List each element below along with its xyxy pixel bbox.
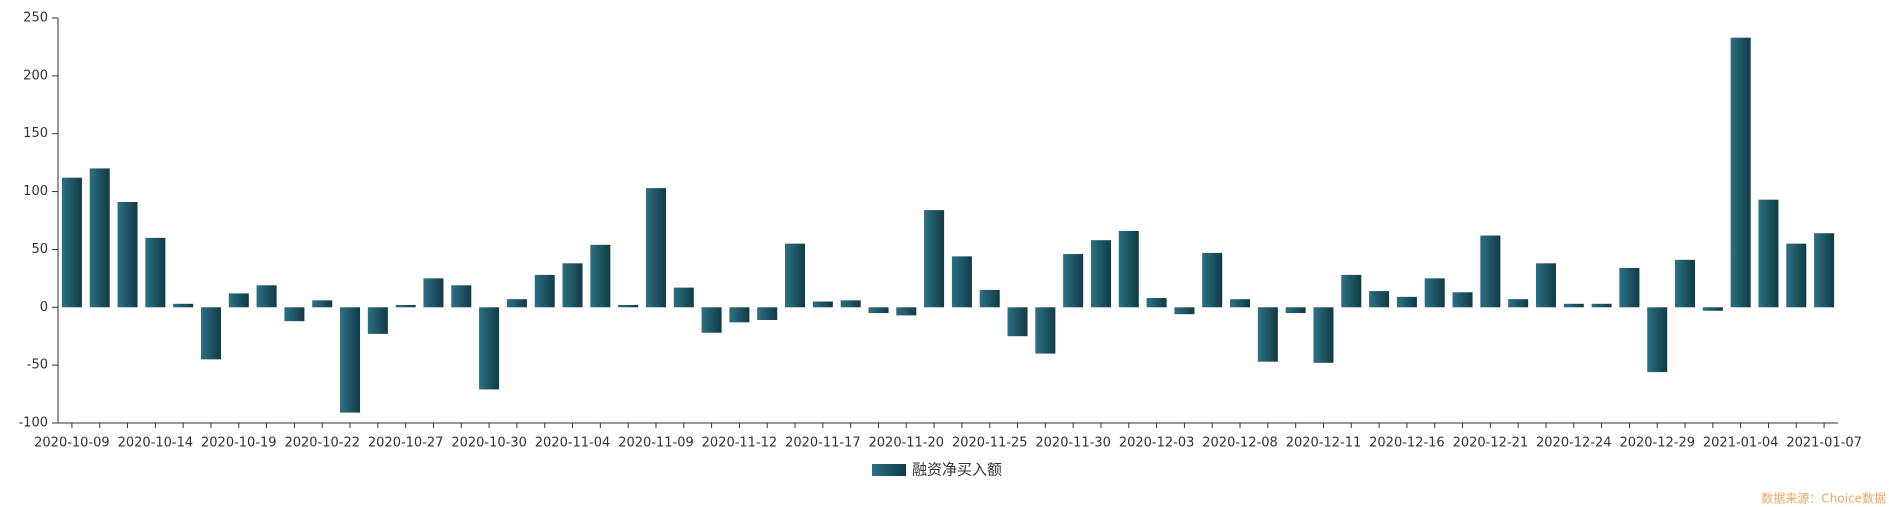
x-tick-label: 2020-11-20 <box>869 436 945 451</box>
bar <box>1313 307 1334 363</box>
x-tick-label: 2020-12-21 <box>1453 436 1529 451</box>
bar <box>367 307 388 334</box>
bar <box>1758 199 1779 308</box>
bar <box>645 188 666 308</box>
x-tick-label: 2020-12-16 <box>1369 436 1445 451</box>
bar <box>590 244 611 308</box>
bar <box>1369 291 1390 308</box>
x-tick-label: 2020-11-30 <box>1035 436 1111 451</box>
bar <box>1563 303 1584 308</box>
bar <box>1508 299 1529 308</box>
bar <box>896 307 917 316</box>
y-tick-label: 100 <box>23 184 48 199</box>
x-tick-label: 2021-01-04 <box>1703 436 1779 451</box>
bar <box>1480 235 1501 308</box>
bar <box>1619 267 1640 308</box>
bar <box>117 201 138 308</box>
bar <box>1174 307 1195 315</box>
bar <box>1535 263 1556 308</box>
bar <box>200 307 221 360</box>
bar <box>1230 299 1251 308</box>
bar <box>1257 307 1278 362</box>
legend-label: 融资净买入额 <box>912 461 1002 479</box>
x-tick-label: 2020-10-30 <box>451 436 527 451</box>
x-tick-label: 2020-12-03 <box>1119 436 1195 451</box>
bar <box>256 285 277 308</box>
x-tick-label: 2020-10-27 <box>368 436 444 451</box>
bar <box>89 168 110 308</box>
x-tick-label: 2020-10-19 <box>201 436 277 451</box>
bar <box>423 278 444 308</box>
y-tick-label: 250 <box>23 11 48 26</box>
bar <box>868 307 889 314</box>
bar <box>145 237 166 308</box>
bar <box>506 299 527 308</box>
bar <box>1146 298 1167 308</box>
bar <box>785 243 806 308</box>
x-tick-label: 2020-10-14 <box>118 436 194 451</box>
x-tick-label: 2020-12-08 <box>1202 436 1278 451</box>
x-tick-label: 2020-11-25 <box>952 436 1028 451</box>
x-tick-label: 2020-10-09 <box>34 436 110 451</box>
bar <box>1702 307 1723 311</box>
bar <box>673 287 694 308</box>
bar <box>1786 243 1807 308</box>
bar <box>1424 278 1445 308</box>
bar <box>729 307 750 323</box>
bar <box>562 263 583 308</box>
bar <box>284 307 305 322</box>
legend-swatch <box>872 464 906 476</box>
bar <box>1118 230 1139 308</box>
x-tick-label: 2020-11-12 <box>702 436 778 451</box>
x-tick-label: 2020-10-22 <box>284 436 360 451</box>
bar <box>840 300 861 308</box>
bar <box>1814 233 1835 308</box>
x-tick-label: 2020-11-04 <box>535 436 611 451</box>
bar <box>395 304 416 308</box>
bar <box>1202 252 1223 308</box>
x-tick-label: 2020-11-09 <box>618 436 694 451</box>
bar <box>479 307 500 390</box>
bar <box>1063 254 1084 308</box>
bar <box>1452 292 1473 308</box>
bar <box>534 274 555 308</box>
bar <box>173 303 194 308</box>
bar <box>340 307 361 413</box>
x-tick-label: 2020-11-17 <box>785 436 861 451</box>
bar <box>1035 307 1056 354</box>
bar <box>1285 307 1306 314</box>
bar <box>757 307 778 321</box>
bar <box>1591 303 1612 308</box>
bar <box>1730 37 1751 308</box>
x-tick-label: 2020-12-24 <box>1536 436 1612 451</box>
y-tick-label: -50 <box>27 358 48 373</box>
bar <box>951 256 972 308</box>
bar <box>924 210 945 308</box>
bar <box>451 285 472 308</box>
y-tick-label: -100 <box>18 416 48 431</box>
y-tick-label: 200 <box>23 68 48 83</box>
bar <box>979 289 1000 308</box>
y-tick-label: 150 <box>23 126 48 141</box>
bar <box>1090 240 1111 308</box>
bar <box>618 304 639 308</box>
bar <box>1396 296 1417 308</box>
bar <box>1675 259 1696 308</box>
bar <box>812 301 833 308</box>
bar <box>701 307 722 333</box>
bar <box>1647 307 1668 373</box>
bar <box>228 293 249 308</box>
y-tick-label: 50 <box>31 242 48 257</box>
bar <box>1007 307 1028 337</box>
x-tick-label: 2020-12-29 <box>1619 436 1695 451</box>
x-tick-label: 2021-01-07 <box>1786 436 1862 451</box>
y-tick-label: 0 <box>40 300 48 315</box>
x-tick-label: 2020-12-11 <box>1286 436 1362 451</box>
source-note: 数据来源：Choice数据 <box>1761 491 1886 506</box>
bar <box>312 300 333 308</box>
bar <box>1341 274 1362 308</box>
bar <box>61 177 82 308</box>
